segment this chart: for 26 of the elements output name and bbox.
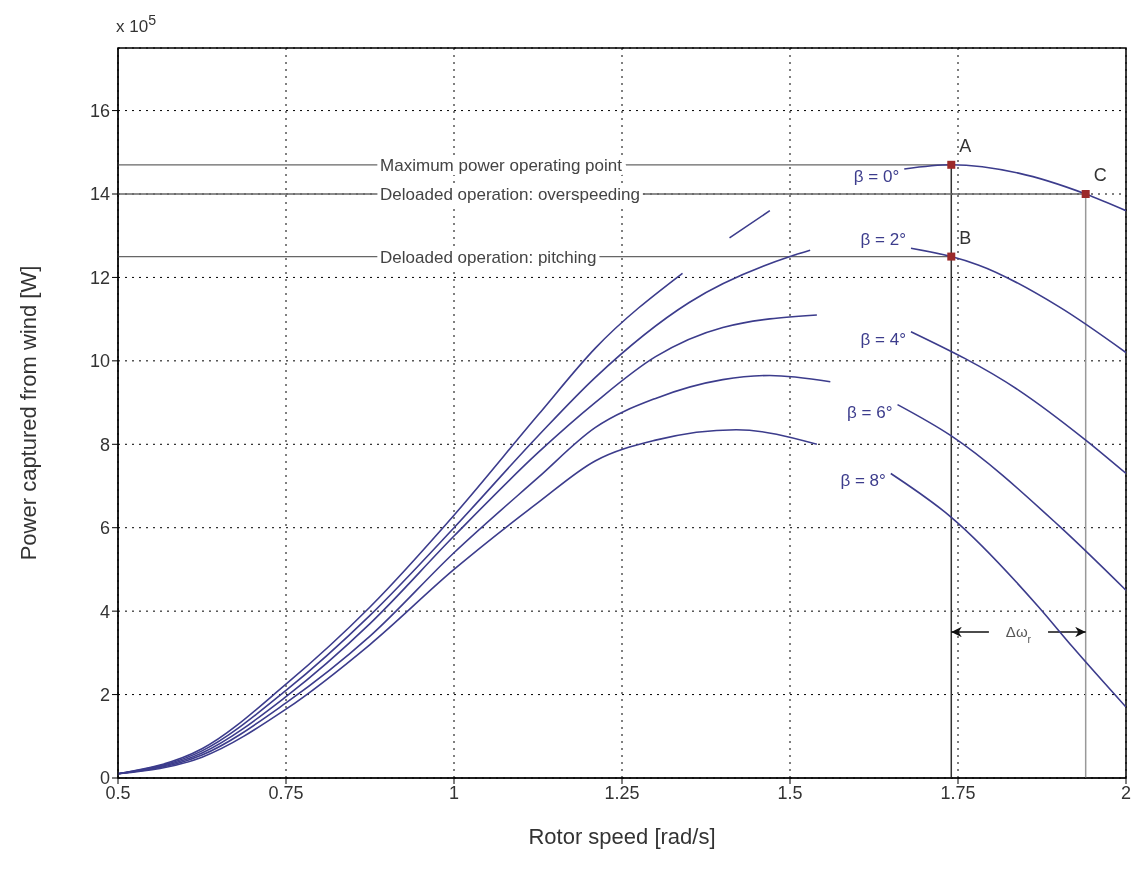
series-label: β = 4° [860, 329, 906, 349]
y-tick-label: 2 [99, 684, 110, 705]
text: x 10$^{5}$ [116, 12, 157, 37]
x-tick-label: 0.75 [268, 782, 304, 803]
series-label: β = 2° [860, 230, 906, 250]
series-label: β = 0° [853, 166, 900, 186]
x-tick-label: 1.25 [604, 782, 640, 803]
x-tick-label: 1 [448, 782, 460, 803]
x-tick-label: 1.5 [777, 782, 803, 803]
x-axis-title: Rotor speed [rad/s] [528, 824, 716, 849]
y-tick-label: 10 [89, 351, 110, 372]
data-label: A [959, 136, 972, 157]
data-label: B [959, 228, 972, 249]
y-tick-label: 16 [89, 100, 110, 121]
x-tick-label: 2 [1120, 782, 1132, 803]
annotation: Δω$_{r}$ [1005, 623, 1032, 645]
data-label: C [1093, 165, 1107, 186]
y-axis-title: Power captured from wind [W] [15, 265, 41, 561]
y-tick-label: 6 [99, 518, 110, 539]
series-label: β = 6° [847, 402, 893, 422]
x-tick-label: 1.75 [940, 782, 976, 803]
y-tick-label: 8 [99, 434, 110, 455]
series-label: β = 8° [840, 471, 886, 491]
y-tick-label: 4 [99, 601, 110, 622]
y-tick-label: 14 [89, 184, 110, 205]
y-tick-label: 12 [89, 267, 110, 288]
